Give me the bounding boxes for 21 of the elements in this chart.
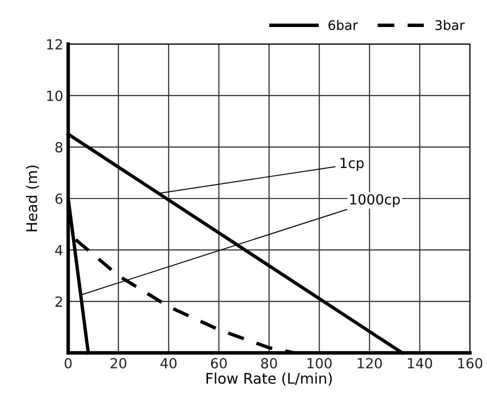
- x-tick-label: 0: [64, 358, 72, 368]
- y-tick-label: 12: [47, 39, 62, 50]
- y-tick-label: 10: [47, 90, 62, 102]
- x-tick-label: 80: [261, 358, 277, 368]
- annotation: 1000cp: [350, 194, 400, 208]
- x-tick-label: 20: [110, 358, 126, 368]
- y-axis-title: Head (m): [26, 166, 39, 232]
- x-tick-label: 160: [458, 358, 482, 368]
- x-axis-title: Flow Rate (L/min): [206, 372, 332, 386]
- y-tick-label: 4: [55, 245, 63, 256]
- y-tick-label: 8: [55, 142, 62, 153]
- annotation: 1cp: [340, 158, 364, 171]
- x-tick-label: 40: [160, 358, 177, 368]
- y-tick-label: 2: [56, 296, 62, 307]
- legend-label: 3bar: [435, 20, 465, 30]
- x-tick-label: 60: [210, 358, 227, 368]
- x-tick-label: 100: [308, 358, 332, 368]
- x-tick-label: 120: [358, 358, 382, 368]
- legend-label: 6bar: [328, 20, 358, 30]
- y-tick-label: 6: [55, 193, 62, 204]
- x-tick-label: 140: [408, 358, 432, 368]
